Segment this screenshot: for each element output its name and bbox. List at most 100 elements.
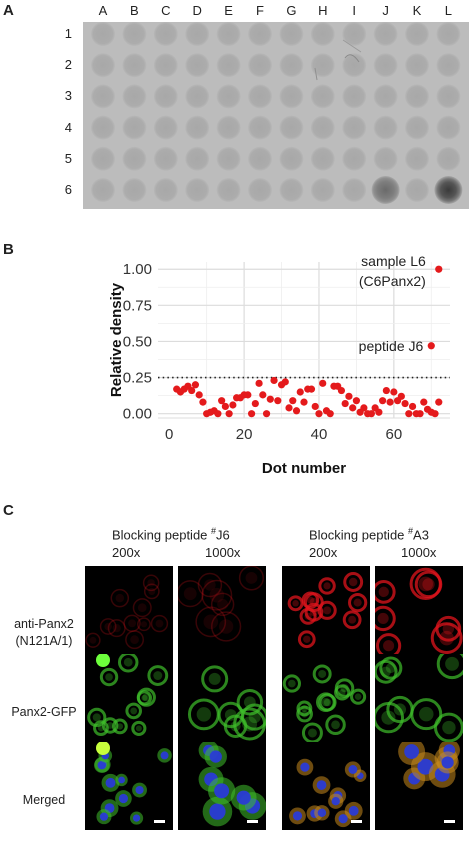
blot-dot-D3	[185, 84, 210, 109]
blot-dot-L1	[436, 22, 461, 46]
blot-dot-D4	[185, 115, 210, 140]
micrograph-merged	[282, 742, 370, 830]
data-point	[262, 410, 271, 418]
blot-dot-L4	[436, 115, 461, 140]
blot-dot-G6	[279, 178, 304, 202]
data-point	[397, 392, 405, 400]
row-label-panx2-gfp: Panx2-GFP	[11, 705, 77, 719]
blot-dot-K6	[405, 178, 429, 202]
micrograph-panx2-gfp	[282, 654, 370, 742]
blot-dot-E5	[216, 146, 241, 171]
condition-title-j6: Blocking peptide #J6	[112, 526, 230, 543]
data-point	[259, 391, 267, 399]
blot-dot-E3	[216, 84, 241, 109]
blot-dot-E6	[216, 178, 241, 202]
data-point	[401, 399, 409, 408]
scale-bar	[444, 820, 455, 823]
blot-column-label: L	[444, 3, 452, 18]
x-axis-title: Dot number	[262, 460, 346, 477]
blot-row-label: 6	[64, 182, 72, 197]
blot-dot-C4	[153, 115, 178, 140]
data-point	[352, 397, 361, 405]
data-point	[337, 386, 346, 395]
micrograph-cells	[282, 566, 370, 654]
blot-dot-A2	[91, 53, 115, 78]
data-point	[199, 398, 207, 406]
panel-label-a: A	[3, 2, 14, 19]
data-point	[379, 397, 387, 405]
blot-column-label: H	[318, 3, 328, 18]
blot-dot-A3	[91, 84, 115, 109]
blot-dot-K2	[405, 53, 429, 78]
data-point	[341, 399, 349, 408]
data-point	[195, 391, 203, 399]
x-tick-label: 60	[386, 426, 403, 443]
blot-dot-K4	[405, 115, 429, 140]
data-point	[214, 410, 222, 418]
dot-blot-membrane	[83, 22, 469, 209]
micrograph-anti-panx2	[178, 566, 266, 654]
data-point	[311, 402, 319, 411]
row-label-anti-panx2: anti-Panx2 (N121A/1)	[14, 617, 74, 648]
data-point	[191, 381, 200, 389]
data-point	[408, 402, 417, 411]
annotation-peptide-j6: peptide J6	[359, 338, 424, 354]
blot-dot-C6	[153, 178, 178, 202]
data-point	[435, 398, 443, 406]
blot-dot-I5	[342, 146, 367, 171]
data-point	[292, 407, 301, 415]
micrograph-anti-panx2	[85, 566, 173, 654]
micrograph-cells	[85, 742, 173, 830]
blot-dot-H4	[310, 115, 335, 140]
blot-dot-L3	[436, 84, 461, 109]
data-point	[289, 397, 297, 405]
data-point	[349, 404, 357, 412]
data-point	[229, 401, 237, 409]
blot-dot-F4	[248, 115, 272, 140]
blot-dot-A5	[91, 146, 115, 171]
relative-density-scatter-chart: 0.00 0.25 0.50 0.75 1.00 0 20 40 60 Dot number Rel…	[108, 253, 450, 477]
x-tick-label: 40	[311, 426, 328, 443]
data-point	[270, 376, 278, 385]
data-point	[427, 342, 435, 350]
blot-dot-B3	[122, 84, 147, 109]
magnification-label: 1000x	[205, 545, 241, 560]
blot-dot-F5	[248, 146, 272, 171]
blot-dot-G4	[279, 115, 304, 140]
micrograph-cells	[375, 566, 463, 654]
scale-bar	[154, 820, 165, 823]
data-point	[255, 379, 263, 387]
blot-dot-I6	[342, 178, 367, 202]
micrograph-cells	[282, 742, 370, 830]
micrograph-panx2-gfp	[375, 654, 463, 742]
blot-dot-H6	[310, 178, 335, 202]
micrograph-merged	[85, 742, 173, 830]
blot-dot-L5	[436, 146, 461, 171]
annotation-sample-l6: sample L6	[361, 253, 426, 269]
panel-label-c: C	[3, 502, 14, 519]
blot-dot-K1	[405, 22, 429, 46]
blot-dot-I1	[342, 22, 367, 46]
data-point	[300, 398, 308, 406]
blot-column-label: F	[256, 3, 264, 18]
blot-dot-D1	[185, 22, 210, 46]
blot-column-label: B	[130, 3, 139, 18]
annotation-c6panx2: (C6Panx2)	[359, 273, 426, 289]
data-point	[431, 410, 439, 418]
blot-column-label: D	[192, 3, 202, 18]
y-tick-label: 1.00	[123, 261, 152, 278]
data-point	[319, 379, 327, 387]
blot-dot-I2	[342, 53, 367, 78]
blot-dot-G3	[279, 84, 304, 109]
data-point	[296, 388, 304, 396]
blot-row-label: 5	[64, 150, 72, 166]
blot-dot-F3	[248, 84, 272, 109]
data-point	[218, 397, 226, 405]
x-tick-label: 20	[236, 426, 253, 443]
blot-dot-B6	[122, 178, 147, 202]
blot-dot-G1	[279, 22, 304, 46]
blot-row-label: 4	[64, 119, 72, 135]
blot-dot-F6	[248, 178, 272, 202]
blot-column-label: A	[98, 3, 108, 18]
row-label-merged: Merged	[22, 793, 66, 807]
